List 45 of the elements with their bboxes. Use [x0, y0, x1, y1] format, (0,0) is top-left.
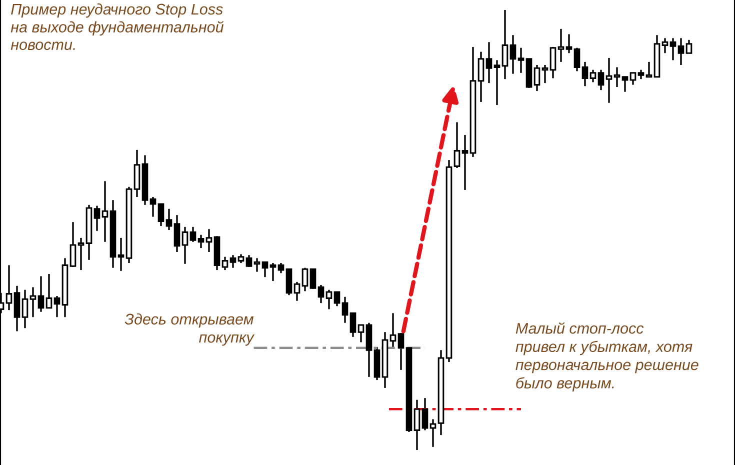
- candlestick: [230, 254, 236, 269]
- candlestick: [566, 33, 572, 54]
- candlestick: [110, 199, 116, 269]
- candlestick: [606, 57, 612, 104]
- candlestick: [470, 46, 476, 158]
- candlestick: [102, 180, 108, 243]
- candlestick: [182, 226, 188, 265]
- candlestick: [38, 275, 44, 313]
- candlestick: [438, 349, 444, 436]
- candlestick: [30, 286, 36, 318]
- candlestick: [222, 256, 228, 271]
- ref-line-label: Малый стоп-лосс привел к убыткам, хотя первоначальное решение было верным.: [516, 322, 698, 392]
- candlestick: [518, 47, 524, 74]
- candlestick: [478, 50, 484, 103]
- candlestick: [382, 331, 388, 389]
- candlestick: [614, 66, 620, 88]
- candlestick: [510, 34, 516, 75]
- candlestick: [134, 149, 140, 198]
- candlestick: [14, 285, 20, 332]
- candlestick: [486, 41, 492, 84]
- candlestick: [198, 234, 204, 249]
- candlestick: [494, 59, 500, 106]
- ref-line-label: Здесь открываем покупку: [124, 313, 255, 346]
- candlestick: [62, 257, 68, 318]
- candlestick: [462, 134, 468, 191]
- candlestick: [662, 37, 668, 54]
- candlestick: [6, 264, 12, 311]
- candlestick: [430, 418, 436, 448]
- candlestick: [558, 28, 564, 63]
- candlestick: [142, 154, 148, 206]
- candlestick: [582, 61, 588, 87]
- candlestick: [534, 64, 540, 92]
- candlestick: [502, 9, 508, 80]
- candlestick: [22, 289, 28, 329]
- candlestick: [174, 214, 180, 253]
- candlestick: [446, 159, 452, 363]
- text: Пример неудачного Stop Loss на выходе фундаментальной новости.: [10, 3, 224, 50]
- candlestick: [678, 37, 684, 66]
- candlestick: [390, 312, 396, 348]
- candlestick: [342, 296, 348, 324]
- candlestick: [670, 37, 676, 61]
- candlestick: [166, 208, 172, 231]
- candlestick: [414, 399, 420, 451]
- candlestick: [118, 237, 124, 272]
- candlestick: [206, 228, 212, 253]
